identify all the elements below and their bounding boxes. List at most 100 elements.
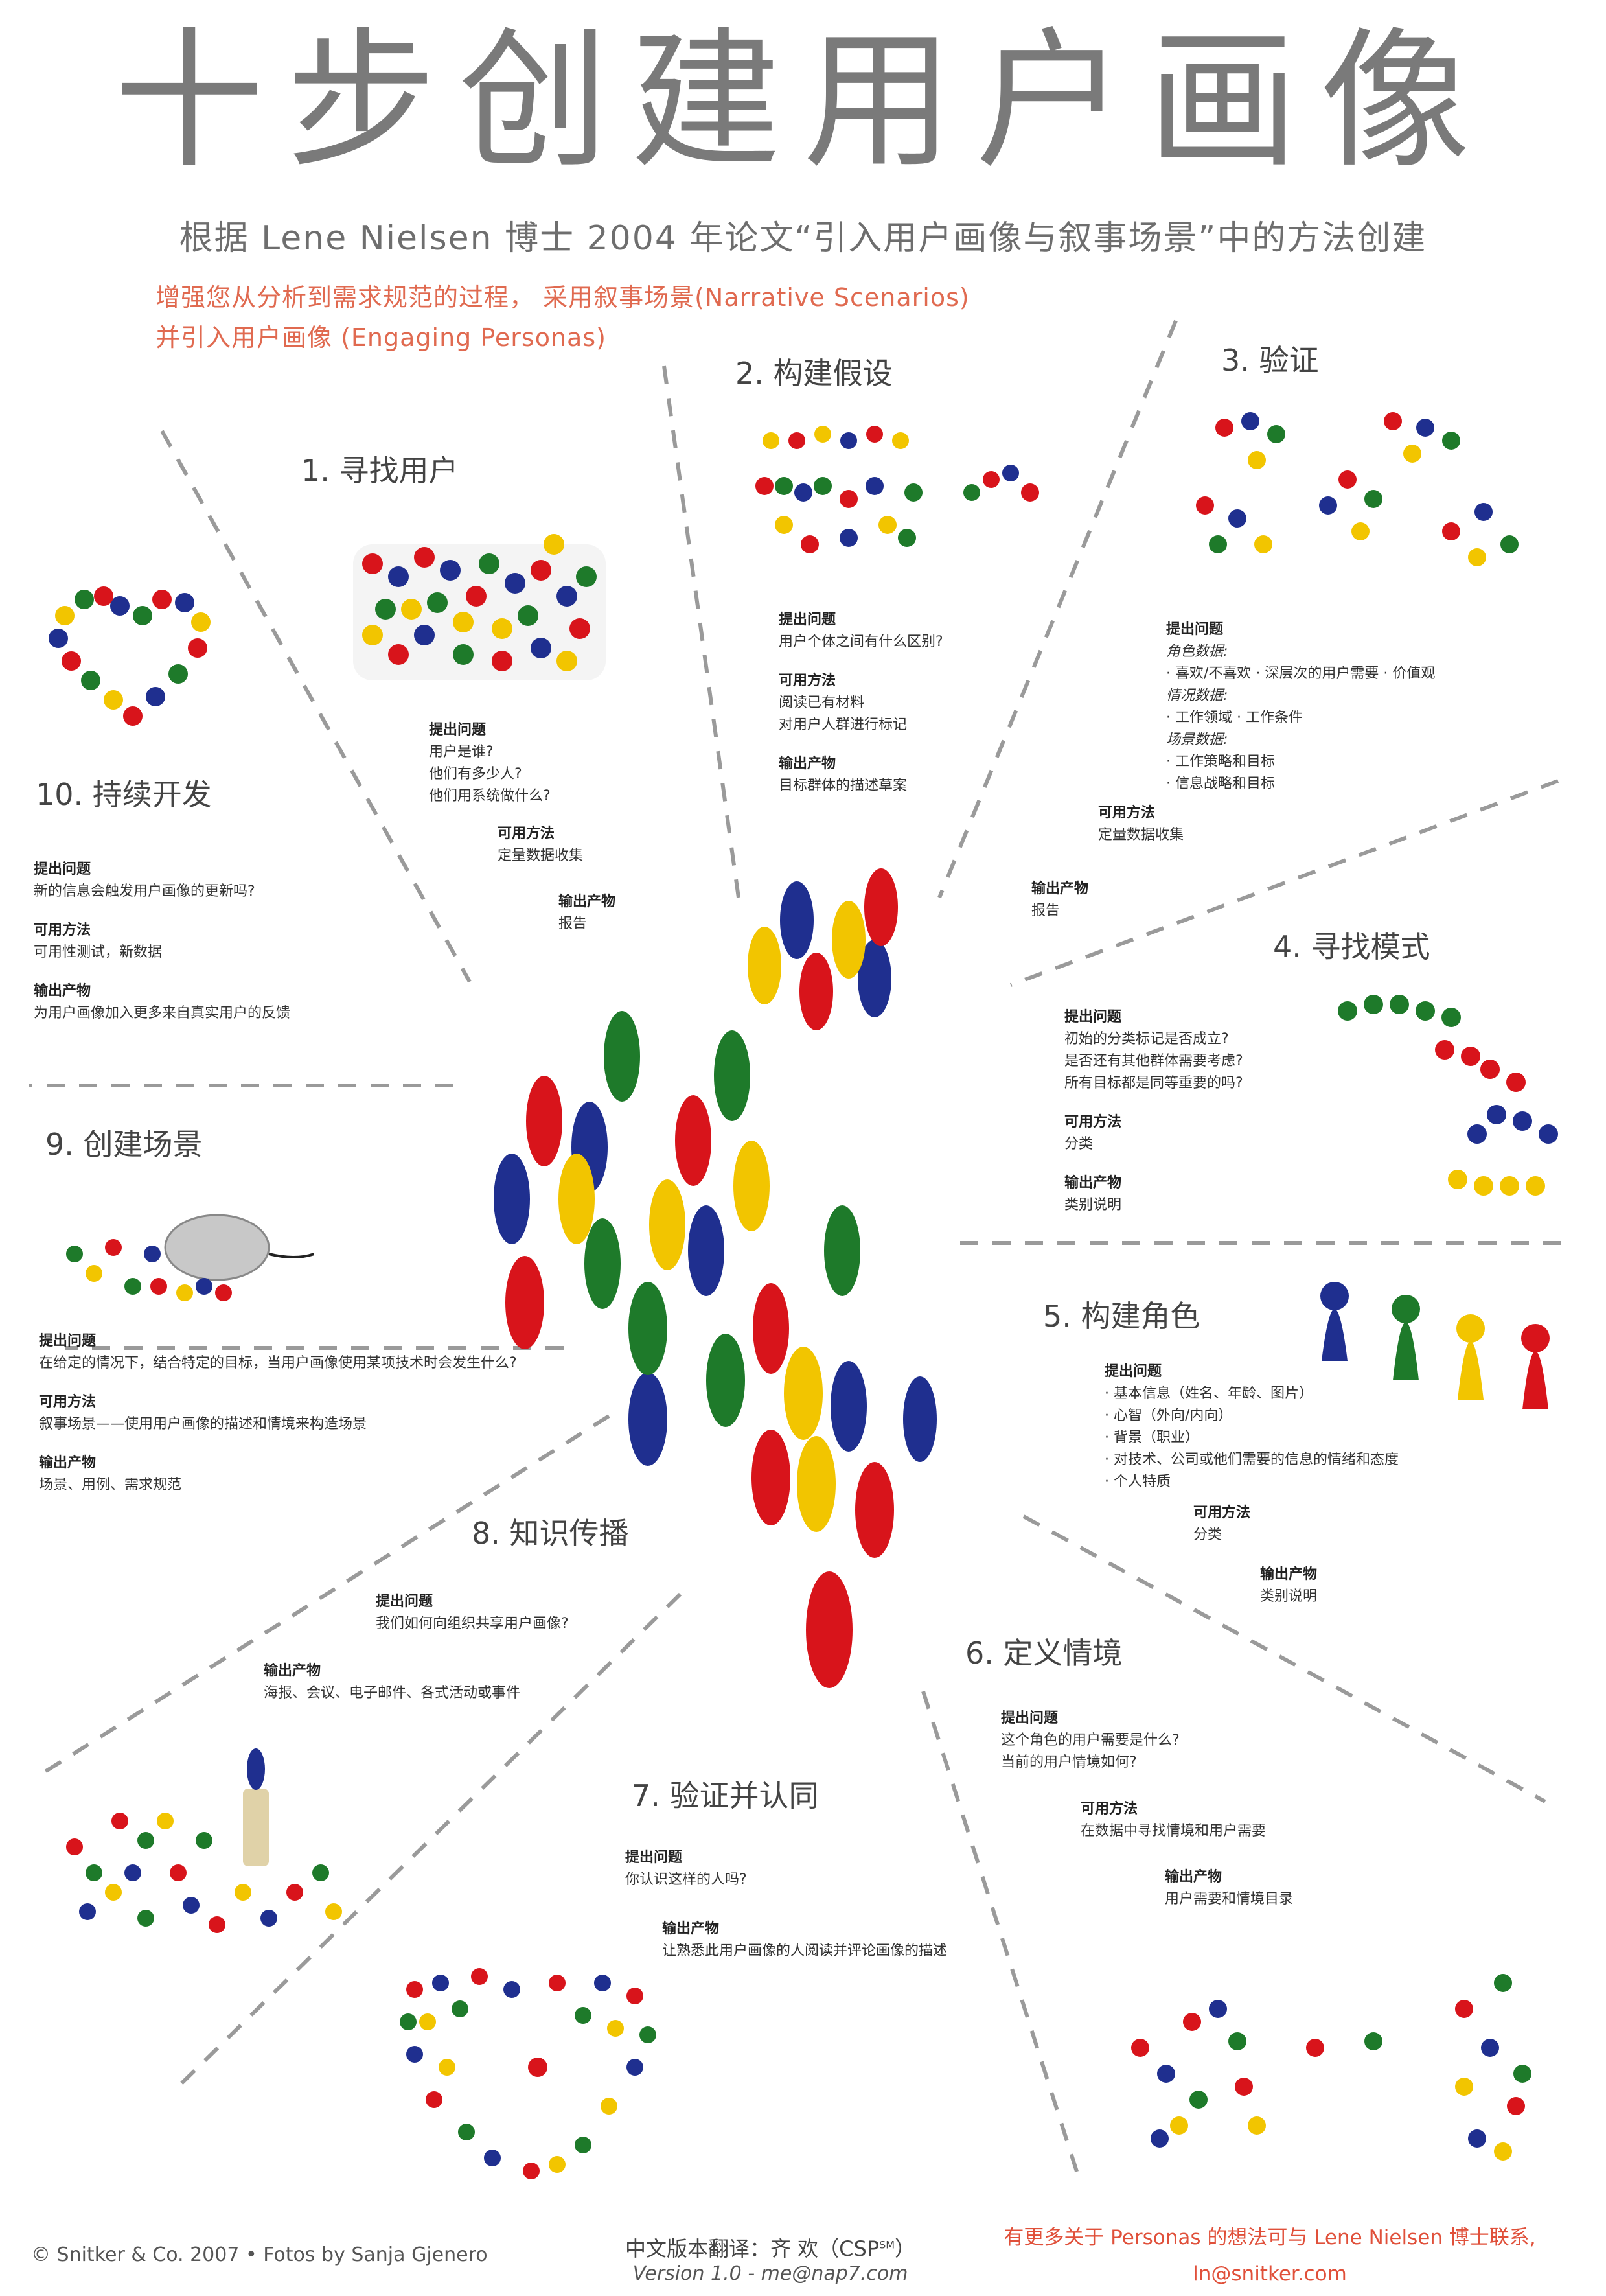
step-9-method-label: 可用方法 [39,1394,97,1410]
step-2-method-label: 可用方法 [779,673,836,689]
heart-pawns-image [49,586,211,726]
step-4-method-label: 可用方法 [1064,1114,1122,1130]
step-3-title: 3. 验证 [1221,343,1319,378]
step-10-output-label: 输出产物 [34,983,91,999]
step-3-role-data-label: 角色数据: [1166,644,1228,660]
step-9-output-label: 输出产物 [39,1455,97,1471]
step-7-question: 你认识这样的人吗? [625,1872,747,1888]
step-5-item-1: · 基本信息（姓名、年龄、图片） [1105,1386,1313,1402]
step-5-method: 可用方法 分类 [1193,1502,1250,1546]
step-8-output-value: 海报、会议、电子邮件、各式活动或事件 [264,1685,521,1701]
step-6-method-value: 在数据中寻找情境和用户需要 [1081,1823,1267,1839]
step-5-item-5: · 个人特质 [1105,1474,1171,1490]
step-6-output: 输出产物 用户需要和情境目录 [1165,1866,1293,1910]
step-3-role-data-items: · 喜欢/不喜欢 · 深层次的用户需要 · 价值观 [1166,666,1436,682]
step-8-title: 8. 知识传播 [472,1516,629,1551]
step-3-scenario-item-1: · 工作策略和目标 [1166,754,1275,770]
step-2-output-label: 输出产物 [779,756,836,772]
step-1-output-label: 输出产物 [558,894,616,910]
step-3-situation-data-items: · 工作领域 · 工作条件 [1166,710,1303,726]
step-6-output-value: 用户需要和情境目录 [1165,1891,1294,1907]
step-1-details: 提出问题 用户是谁? 他们有多少人? 他们用系统做什么? [429,719,551,807]
step-1-output: 输出产物 报告 [558,891,615,935]
step-1-method-label: 可用方法 [498,826,555,842]
pawn-crowd-image [353,534,606,680]
photo-credits: © Snitker & Co. 2007 • Fotos by Sanja Gj… [31,2244,488,2266]
step-5-details: 提出问题 · 基本信息（姓名、年龄、图片） · 心智（外向/内向） · 背景（职… [1105,1361,1399,1493]
step-1-question-2: 他们有多少人? [429,766,522,782]
step-4-method-value: 分类 [1064,1136,1094,1152]
step-8-output: 输出产物 海报、会议、电子邮件、各式活动或事件 [264,1660,520,1704]
contact-info: 有更多关于 Personas 的想法可与 Lene Nielsen 博士联系, … [952,2220,1587,2292]
step-10-question: 新的信息会触发用户画像的更新吗? [34,883,255,899]
step-3-output: 输出产物 报告 [1031,878,1088,922]
step-7-output: 输出产物 让熟悉此用户画像的人阅读并评论画像的描述 [662,1918,947,1962]
step-5-item-3: · 背景（职业） [1105,1430,1199,1446]
step-7-output-label: 输出产物 [662,1921,720,1937]
step-7-ask: 提出问题 你认识这样的人吗? [625,1847,747,1891]
intro-line-1: 增强您从分析到需求规范的过程， 采用叙事场景(Narrative Scenari… [155,283,970,312]
step-4-details: 提出问题 初始的分类标记是否成立? 是否还有其他群体需要考虑? 所有目标都是同等… [1064,1006,1243,1216]
step-10-title: 10. 持续开发 [36,777,212,812]
step-2-method-2: 对用户人群进行标记 [779,717,908,733]
step-5-method-label: 可用方法 [1193,1505,1251,1521]
service-mark: SM [879,2238,895,2251]
translator-credit-end: ） [895,2236,916,2261]
step-1-output-value: 报告 [558,916,588,932]
step-9-output-value: 场景、用例、需求规范 [39,1477,182,1493]
step-3-output-value: 报告 [1031,903,1061,919]
step-5-method-value: 分类 [1193,1527,1222,1543]
step-2-details: 提出问题 用户个体之间有什么区别? 可用方法 阅读已有材料 对用户人群进行标记 … [779,609,943,797]
translation-info: 中文版本翻译：齐 欢（CSPSM） Version 1.0 - me@nap7.… [625,2232,915,2285]
page-subtitle: 根据 Lene Nielsen 博士 2004 年论文“引入用户画像与叙事场景”… [179,219,1427,258]
step-5-title: 5. 构建角色 [1043,1299,1200,1334]
step-6-method: 可用方法 在数据中寻找情境和用户需要 [1081,1798,1266,1842]
step-3-scenario-item-2: · 信息战略和目标 [1166,776,1275,792]
step-2-method-1: 阅读已有材料 [779,695,865,711]
step-1-ask-label: 提出问题 [429,722,487,738]
step-3-method-label: 可用方法 [1098,805,1156,821]
step-6-method-label: 可用方法 [1081,1801,1138,1817]
step-3-method: 可用方法 定量数据收集 [1098,802,1184,846]
step-2-title: 2. 构建假设 [735,356,893,391]
step-3-details: 提出问题 角色数据: · 喜欢/不喜欢 · 深层次的用户需要 · 价值观 情况数… [1166,619,1435,795]
pawn-clusters-image [1196,412,1519,566]
step-10-output-value: 为用户画像加入更多来自真实用户的反馈 [34,1005,291,1021]
page-title: 十步创建用户画像 [113,14,1493,189]
step-3-ask-label: 提出问题 [1166,621,1224,638]
pawn-groups-meeting-image [1131,1974,1531,2161]
step-7-title: 7. 验证并认同 [632,1778,819,1813]
step-4-title: 4. 寻找模式 [1273,929,1430,964]
step-6-ask-label: 提出问题 [1001,1710,1059,1726]
pawn-groups-image [755,426,1039,553]
step-8-ask: 提出问题 我们如何向组织共享用户画像? [376,1591,569,1635]
pawn-leader-image [66,1748,342,1933]
step-9-details: 提出问题 在给定的情况下，结合特定的目标，当用户画像使用某项技术时会发生什么? … [39,1330,517,1496]
step-4-ask-label: 提出问题 [1064,1009,1122,1025]
step-9-title: 9. 创建场景 [45,1127,203,1162]
translator-credit: 中文版本翻译：齐 欢（CSP [625,2236,880,2261]
step-5-item-2: · 心智（外向/内向） [1105,1408,1233,1424]
four-persona-pawns-image [1320,1282,1550,1409]
step-1-method-value: 定量数据收集 [498,848,584,864]
step-6-question-1: 这个角色的用户需要是什么? [1001,1732,1180,1748]
contact-email[interactable]: ln@snitker.com [1193,2262,1347,2286]
pawn-pattern-image [1338,995,1558,1196]
step-6-output-label: 输出产物 [1165,1869,1222,1885]
step-1-title: 1. 寻找用户 [301,453,459,488]
step-8-question: 我们如何向组织共享用户画像? [376,1616,569,1632]
step-3-output-label: 输出产物 [1031,881,1089,897]
central-pawn-path-image [494,868,937,1688]
step-4-question-3: 所有目标都是同等重要的吗? [1064,1075,1243,1091]
step-9-method-value: 叙事场景——使用用户画像的描述和情境来构造场景 [39,1416,367,1432]
step-5-output-value: 类别说明 [1260,1588,1318,1605]
step-1-method: 可用方法 定量数据收集 [498,823,583,867]
step-8-ask-label: 提出问题 [376,1594,433,1610]
step-5-output: 输出产物 类别说明 [1260,1564,1317,1608]
step-3-situation-data-label: 情况数据: [1166,688,1228,704]
step-1-question-1: 用户是谁? [429,744,494,760]
step-10-ask-label: 提出问题 [34,861,91,877]
step-7-output-value: 让熟悉此用户画像的人阅读并评论画像的描述 [662,1943,948,1959]
intro-line-2: 并引入用户画像 (Engaging Personas) [155,323,606,352]
